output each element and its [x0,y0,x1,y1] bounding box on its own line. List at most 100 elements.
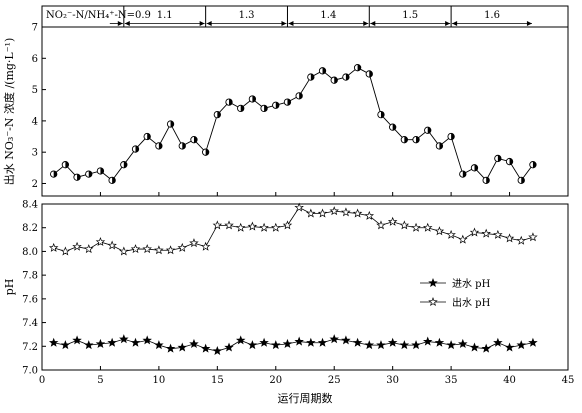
no3-data-point [283,98,292,106]
marker-half-fill [521,177,525,184]
band-arrow-right-icon [281,21,287,26]
effluent-ph-data-point [84,244,94,254]
influent-ph-data-point [352,337,363,347]
marker-half-fill [380,111,385,118]
legend-label-effluent: 出水 pH [452,296,491,309]
bottom-x-tick-label: 5 [97,375,103,386]
effluent-ph-data-point [142,244,152,254]
marker-half-fill [205,148,209,156]
band-arrow-left-icon [288,21,294,26]
bottom-y-axis-title: pH [3,279,16,296]
marker-half-fill [264,105,268,112]
no3-data-point [225,98,233,106]
marker-half-fill [299,92,303,100]
effluent-ph-data-point [224,220,234,230]
effluent-ph-data-point [72,241,82,251]
bottom-plot-frame [41,203,569,371]
band-label: 1.1 [157,10,173,21]
top-y-tick-label: 5 [32,85,38,96]
effluent-ph-data-point [259,222,269,232]
no3-data-point [96,167,105,175]
influent-ph-data-point [189,338,199,348]
marker-half-fill [357,64,361,71]
no3-data-point [482,176,490,185]
no3-data-point [505,157,514,166]
marker-half-fill [322,67,326,75]
effluent-ph-data-point [60,246,71,256]
influent-ph-data-point [154,340,164,350]
influent-ph-data-point [504,342,515,352]
effluent-ph-data-point [481,228,491,238]
band-arrow-left-icon [124,21,130,26]
marker-half-fill [112,177,116,184]
bottom-x-tick-label: 45 [562,375,575,386]
marker-half-fill [229,98,233,106]
bottom-y-tick-label: 7.2 [22,342,38,353]
marker-half-fill [427,127,431,134]
effluent-ph-data-point [247,221,258,231]
marker-half-fill [252,95,256,103]
influent-ph-data-point [165,343,176,353]
no3-data-point [50,170,58,178]
no3-data-point [400,136,409,144]
marker-half-fill [65,161,69,168]
effluent-ph-data-point [235,222,246,232]
no3-data-point [120,161,128,169]
marker-half-fill [497,155,502,162]
bottom-y-tick-label: 8.2 [22,223,38,234]
bottom-y-tick-label: 8.0 [22,247,38,258]
no3-data-point [272,101,280,109]
effluent-ph-data-point [107,240,117,250]
no3-data-point [529,161,537,169]
no3-data-point [412,136,420,144]
no3-data-point [73,173,81,181]
bottom-y-tick-label: 7.0 [22,366,38,377]
no3-data-point [307,73,315,81]
effluent-ph-data-point [130,244,141,254]
influent-ph-data-point [119,334,129,344]
no3-data-point [85,170,93,178]
influent-ph-data-point [446,340,456,350]
band-label-ratio: NO₂⁻-N/NH₄⁺-N=0.9 [46,10,151,21]
effluent-ph-data-point [212,220,223,230]
influent-ph-data-point [200,343,211,353]
effluent-ph-data-point [271,222,281,232]
marker-half-fill [53,170,57,178]
influent-ph-data-point [469,342,480,352]
influent-ph-data-point [84,340,94,350]
marker-half-fill [486,177,490,184]
effluent-ph-data-point [189,238,199,248]
marker-half-fill [147,133,151,140]
marker-half-fill [462,170,466,178]
influent-ph-data-point [60,340,71,350]
influent-ph-data-point [516,340,526,350]
effluent-ph-data-point [434,226,445,236]
marker-half-fill [345,73,350,81]
influent-ph-data-point [271,340,281,350]
effluent-ph-data-point [200,241,211,251]
no3-data-point [131,145,140,153]
no3-data-point [342,73,350,81]
marker-half-fill [392,123,396,131]
top-plot-frame [41,5,569,197]
marker-half-fill [240,105,244,112]
effluent-ph-data-point [282,220,293,230]
no3-data-point [377,110,385,119]
effluent-ph-data-point [119,246,129,256]
influent-ph-data-point [528,337,538,347]
no3-data-point [470,164,479,172]
effluent-ph-data-point [352,208,363,218]
no3-data-point [424,126,432,134]
marker-half-fill [532,161,537,168]
influent-ph-data-point [224,342,234,352]
band-arrow-right-icon [199,21,205,26]
effluent-ph-data-point [341,207,351,217]
no3-data-point [108,176,116,185]
no3-data-point [365,70,373,78]
influent-ph-data-point [177,342,188,352]
marker-half-fill [88,170,92,178]
effluent-ph-data-point [329,206,339,216]
no3-data-point [260,104,268,113]
band-label: 1.6 [484,10,500,21]
influent-ph-data-point [411,340,421,350]
